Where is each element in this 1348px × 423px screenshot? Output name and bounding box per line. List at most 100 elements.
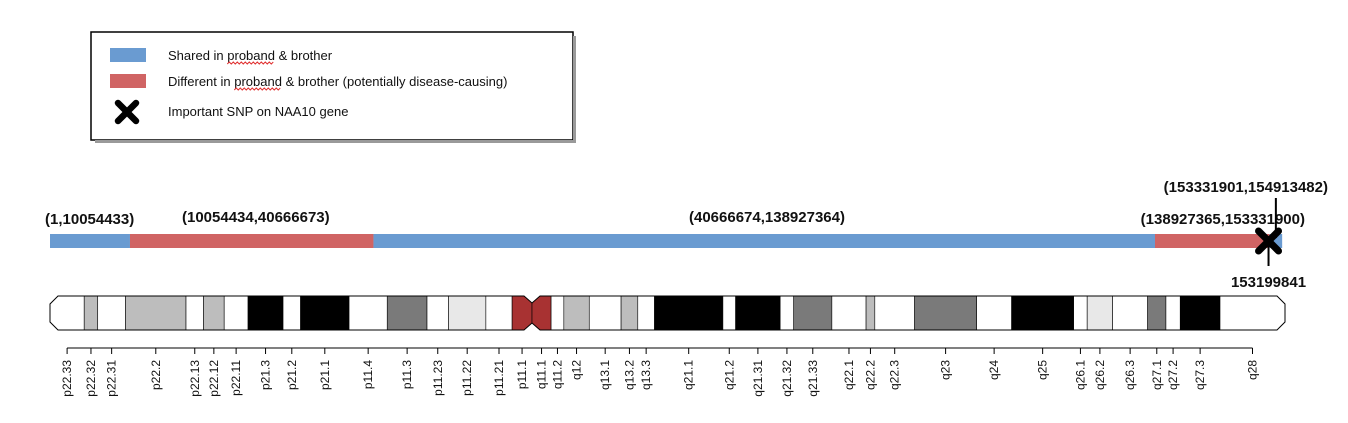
band-p11-22 xyxy=(448,296,487,330)
band-label: q11.2 xyxy=(550,360,564,389)
legend-swatch-shared xyxy=(110,48,146,62)
band-label: q21.31 xyxy=(751,360,765,397)
band-q22-1 xyxy=(831,296,867,330)
band-p22-32 xyxy=(83,296,99,330)
band-q22-2 xyxy=(865,296,876,330)
legend-swatch-different xyxy=(110,74,146,88)
band-q21-32 xyxy=(779,296,794,330)
band-q11-1 xyxy=(531,296,552,330)
band-q21-1 xyxy=(654,296,724,330)
band-label: q22.3 xyxy=(888,360,902,390)
band-p21-1 xyxy=(300,296,350,330)
band-p22-33 xyxy=(50,296,85,330)
band-label: q27.1 xyxy=(1150,360,1164,390)
band-label: p22.13 xyxy=(188,360,202,397)
band-label: p11.23 xyxy=(431,360,445,396)
band-label: p22.33 xyxy=(60,360,74,397)
legend-box xyxy=(90,31,574,141)
band-label: q22.2 xyxy=(863,360,877,390)
band-p22-31 xyxy=(97,296,126,330)
band-label: q27.3 xyxy=(1193,360,1207,390)
region-label-5: (153331901,154913482) xyxy=(1164,179,1328,196)
band-p22-12 xyxy=(203,296,225,330)
legend-label-shared: Shared in proband & brother xyxy=(168,48,333,63)
band-p11-1 xyxy=(511,296,533,330)
band-label: q21.33 xyxy=(806,360,820,397)
band-label: q13.1 xyxy=(598,360,612,390)
band-label: q26.3 xyxy=(1123,360,1137,390)
legend: Shared in proband & brother Different in… xyxy=(90,31,576,143)
region-segment-2 xyxy=(129,234,374,248)
band-q26-2 xyxy=(1086,296,1113,330)
legend-label-different: Different in proband & brother (potentia… xyxy=(168,74,507,89)
band-q13-3 xyxy=(637,296,655,330)
region-labels: (1,10054433) (10054434,40666673) (40666674… xyxy=(45,179,1328,238)
band-label: p11.1 xyxy=(515,360,529,389)
legend-box-shadow-bottom xyxy=(95,140,576,143)
band-label: q24 xyxy=(987,360,1001,380)
band-axis: p22.33 p22.32 p22.31 p22.2 p22.13 p22.12 p22.1… xyxy=(60,347,1260,397)
band-label: p22.12 xyxy=(207,360,221,397)
band-label: q22.1 xyxy=(842,360,856,390)
band-label: q13.2 xyxy=(622,360,636,390)
legend-box-shadow xyxy=(573,36,576,142)
band-label: q21.32 xyxy=(780,360,794,397)
cross-icon xyxy=(114,99,140,125)
band-q26-1 xyxy=(1073,296,1088,330)
band-label: q27.2 xyxy=(1166,360,1180,390)
region-segment-4 xyxy=(1155,234,1270,248)
band-q21-31 xyxy=(735,296,781,330)
band-q24 xyxy=(976,296,1012,330)
band-q21-33 xyxy=(793,296,833,330)
band-label: p21.1 xyxy=(318,360,332,390)
band-label: p21.2 xyxy=(285,360,299,390)
band-label: q26.1 xyxy=(1073,360,1087,390)
region-segment-3 xyxy=(373,234,1156,248)
band-label: p22.2 xyxy=(149,360,163,390)
band-label: p11.3 xyxy=(400,360,414,389)
region-label-3: (40666674,138927364) xyxy=(689,209,845,226)
band-label: q12 xyxy=(570,360,584,380)
band-p22-2 xyxy=(125,296,187,330)
band-q12 xyxy=(563,296,590,330)
snp-cross-icon xyxy=(1255,227,1283,255)
band-label: q25 xyxy=(1036,360,1050,380)
band-q26-3 xyxy=(1112,296,1148,330)
band-label: q13.3 xyxy=(639,360,653,390)
band-label: p11.22 xyxy=(460,360,474,396)
band-q28 xyxy=(1219,296,1285,330)
band-p21-2 xyxy=(282,296,301,330)
band-q25 xyxy=(1011,296,1074,330)
band-q13-2 xyxy=(620,296,639,330)
ideogram-outline xyxy=(49,295,1286,331)
spellcheck-underline xyxy=(226,61,274,65)
chromosome-ideogram xyxy=(49,295,1286,331)
snp-position-label: 153199841 xyxy=(1231,274,1306,291)
band-q23 xyxy=(914,296,977,330)
snp-marker: 153199841 xyxy=(1231,227,1306,291)
band-p22-11 xyxy=(223,296,249,330)
region-label-1: (1,10054433) xyxy=(45,211,134,228)
band-q22-3 xyxy=(874,296,915,330)
region-label-2: (10054434,40666673) xyxy=(182,209,330,226)
region-label-4: (138927365,153331900) xyxy=(1141,211,1305,228)
band-label: p11.21 xyxy=(492,360,506,396)
region-segment-1 xyxy=(50,234,130,248)
band-p11-23 xyxy=(426,296,449,330)
band-q11-2 xyxy=(550,296,565,330)
band-label: q28 xyxy=(1246,360,1260,380)
band-q21-2 xyxy=(722,296,736,330)
band-label: p21.3 xyxy=(259,360,273,390)
band-label: q23 xyxy=(939,360,953,380)
band-label: q26.2 xyxy=(1093,360,1107,390)
spellcheck-underline xyxy=(233,87,281,91)
band-label: q21.2 xyxy=(722,360,736,390)
band-label: p11.4 xyxy=(361,360,375,389)
band-q27-2 xyxy=(1165,296,1181,330)
band-q27-3 xyxy=(1179,296,1221,330)
band-p21-3 xyxy=(247,296,284,330)
band-label: q21.1 xyxy=(682,360,696,390)
band-p11-3 xyxy=(386,296,428,330)
region-bar xyxy=(50,234,1283,248)
